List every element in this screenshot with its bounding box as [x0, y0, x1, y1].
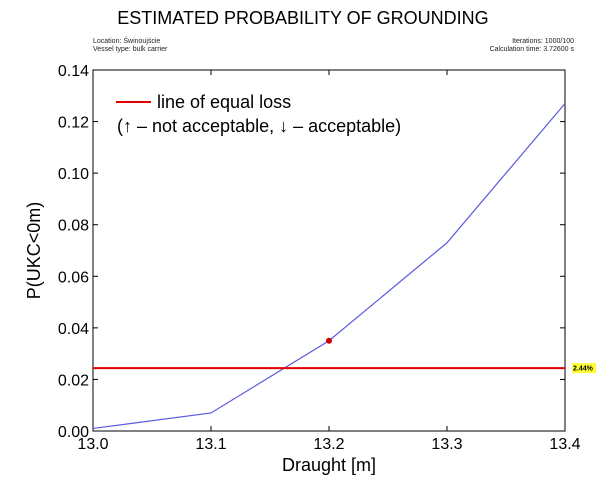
- legend-entry-label: line of equal loss: [157, 92, 291, 112]
- reference-tag: [572, 363, 596, 374]
- x-tick-label: 13.1: [195, 436, 226, 453]
- reference-tag-label: 2.44%: [573, 366, 594, 373]
- y-tick-label: 0.04: [58, 321, 89, 338]
- x-tick-label: 13.3: [431, 436, 462, 453]
- y-tick-label: 0.14: [58, 63, 89, 80]
- legend-note: (↑ – not acceptable, ↓ – acceptable): [117, 116, 401, 136]
- info-left: Location: Świnoujście Vessel type: bulk …: [93, 38, 167, 54]
- y-tick-label: 0.00: [58, 424, 89, 441]
- x-axis-label: Draught [m]: [282, 455, 376, 475]
- chart-title: ESTIMATED PROBABILITY OF GROUNDING: [117, 8, 489, 28]
- y-tick-label: 0.12: [58, 115, 89, 132]
- x-tick-label: 13.4: [549, 436, 580, 453]
- y-tick-label: 0.06: [58, 269, 89, 286]
- highlight-point: [326, 337, 332, 344]
- info-calc-time: Calculation time: 3.72600 s: [489, 46, 574, 53]
- info-vessel-type: Vessel type: bulk carrier: [93, 46, 168, 53]
- x-tick-label: 13.0: [77, 436, 108, 453]
- plot-area: 0.00 0.02 0.04 0.06 0.08 0.10 0.12 0.14 13.0 13.1…: [58, 63, 596, 453]
- y-tick-label: 0.08: [58, 218, 89, 235]
- info-location: Location: Świnoujście: [93, 38, 161, 45]
- y-tick-label: 0.10: [58, 166, 89, 183]
- series-line: [92, 103, 566, 430]
- info-right: Iterations: 1000/100 Calculation time: 3…: [490, 38, 574, 54]
- y-axis-label: P(UKC<0m): [24, 202, 44, 300]
- info-iterations: Iterations: 1000/100: [512, 38, 574, 45]
- y-tick-label: 0.02: [58, 372, 89, 389]
- x-tick-label: 13.2: [313, 436, 344, 453]
